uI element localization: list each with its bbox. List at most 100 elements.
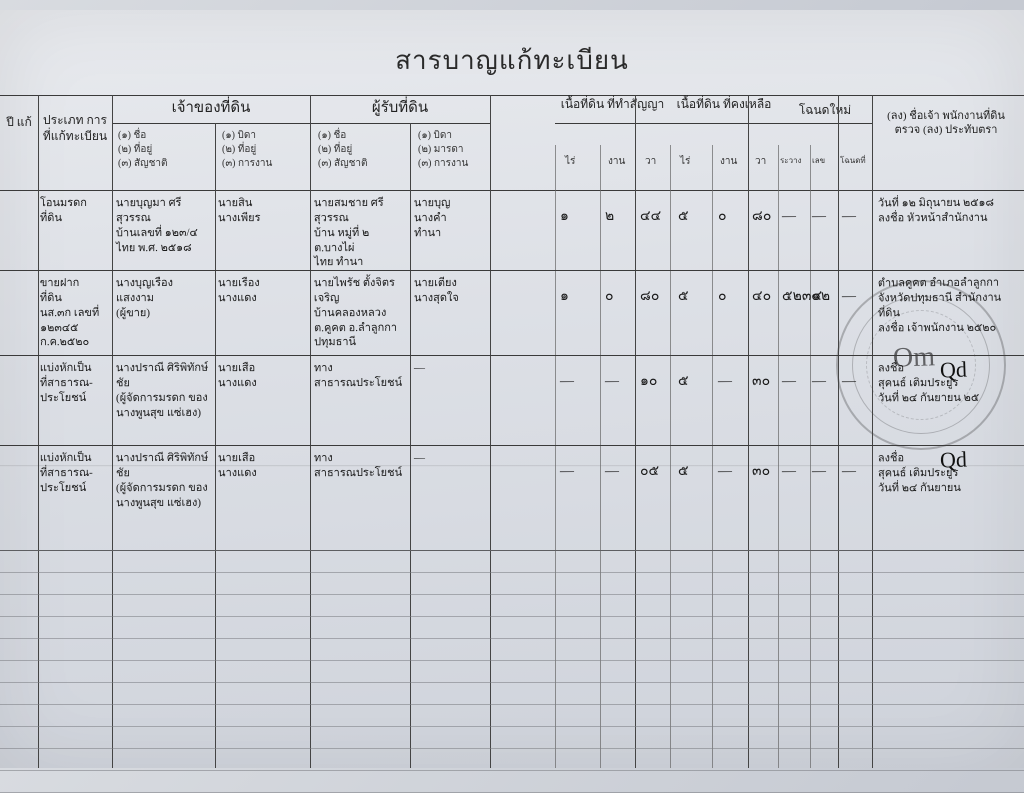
cell-owner-father: นายเรือง นางแดง: [218, 276, 304, 306]
cell-area2-2: ๓๐: [752, 373, 770, 392]
ruled-line: [0, 770, 1024, 771]
ruled-line: [0, 660, 1024, 661]
cell-recipient-name: ทางสาธารณประโยชน์: [314, 361, 408, 391]
cell-recipient-father: —: [414, 361, 486, 376]
cell-area1-2: ๐๕: [640, 463, 659, 482]
hdr-sig: (ลง) ชื่อเจ้า พนักงานที่ดิน ตรวจ (ลง) ปร…: [876, 109, 1016, 138]
cell-type: ขายฝาก ที่ดิน นส.๓ก เลขที่ ๑๒๓๔๕ ก.ค.๒๕๒…: [40, 276, 110, 351]
cell-owner-father: นายเสือ นางแดง: [218, 361, 304, 391]
cell-recipient-father: —: [414, 451, 486, 466]
column-divider: [112, 95, 113, 768]
cell-area2-0: ๕: [678, 373, 689, 392]
cell-recipient-name: ทางสาธารณประโยชน์: [314, 451, 408, 481]
column-divider: [810, 145, 811, 768]
cell-area2-0: ๕: [678, 288, 689, 307]
hdr-area2: เนื้อที่ดิน ที่คงเหลือ: [670, 97, 778, 113]
document-title: สารบาญแก้ทะเบียน: [0, 40, 1024, 81]
column-divider: [712, 145, 713, 768]
paper-sheet: สารบาญแก้ทะเบียน ปี แก้ ประเภท การ ที่แก…: [0, 10, 1024, 768]
column-divider: [778, 145, 779, 768]
column-divider: [310, 95, 311, 768]
signature-mark: Qd: [940, 357, 968, 384]
cell-deed-0: —: [782, 463, 796, 482]
cell-area1-1: ๒: [605, 208, 614, 227]
ruled-line: [0, 682, 1024, 683]
cell-deed-2: —: [842, 463, 856, 482]
cell-deed-0: —: [782, 208, 796, 227]
column-divider: [838, 95, 839, 768]
cell-recipient-name: นายสมชาย ศรีสุวรรณ บ้าน หมู่ที่ ๒ ต.บางไ…: [314, 196, 408, 271]
hdr-owner-sub1: (๑) ชื่อ(๒) ที่อยู่(๓) สัญชาติ: [118, 129, 168, 171]
hdr-recipient: ผู้รับที่ดิน: [310, 99, 490, 119]
cell-area1-1: —: [605, 463, 619, 482]
row-divider: [0, 445, 1024, 446]
cell-area1-1: —: [605, 373, 619, 392]
column-divider: [670, 145, 671, 768]
u-wa1: วา: [645, 155, 656, 169]
cell-area2-2: ๘๐: [752, 208, 771, 227]
u-d3: โฉนดที่: [840, 155, 866, 166]
hdr-owner: เจ้าของที่ดิน: [112, 99, 310, 119]
hdr-rec-sub2: (๑) บิดา(๒) มารดา(๓) การงาน: [418, 129, 468, 171]
row-divider: [0, 355, 1024, 356]
u-d1: ระวาง: [780, 155, 801, 166]
cell-recipient-name: นายไพรัช ตั้งจิตรเจริญ บ้านคลองหลวง ต.คู…: [314, 276, 408, 351]
hdr-newdeed: โฉนดใหม่: [778, 103, 872, 119]
hdr-year: ปี แก้: [0, 115, 38, 131]
ledger-grid: ปี แก้ ประเภท การ ที่แก้ทะเบียน เจ้าของท…: [0, 95, 1024, 768]
cell-area1-2: ๘๐: [640, 288, 659, 307]
cell-area1-2: ๔๔: [640, 208, 661, 227]
cell-deed-2: —: [842, 373, 856, 392]
cell-area2-0: ๕: [678, 463, 689, 482]
cell-owner-name: นางปราณี ศิริพิทักษ์ชัย (ผู้จัดการมรดก ข…: [116, 361, 212, 421]
u-rai1: ไร่: [565, 155, 575, 169]
cell-area1-0: —: [560, 373, 574, 392]
column-divider: [600, 145, 601, 768]
u-d2: เลข: [812, 155, 825, 166]
cell-area1-0: —: [560, 463, 574, 482]
row-divider: [0, 270, 1024, 271]
cell-area1-1: ๐: [605, 288, 614, 307]
cell-deed-1: ๑๒: [812, 288, 830, 307]
cell-area2-0: ๕: [678, 208, 689, 227]
u-ngan1: งาน: [608, 155, 625, 169]
ruled-line: [0, 748, 1024, 749]
u-wa2: วา: [755, 155, 766, 169]
cell-area2-1: —: [718, 463, 732, 482]
column-divider: [555, 145, 556, 768]
ruled-line: [0, 572, 1024, 573]
hdr-type: ประเภท การ ที่แก้ทะเบียน: [38, 113, 112, 144]
cell-area1-0: ๑: [560, 288, 569, 307]
signature-mark: Qd: [940, 447, 968, 474]
ruled-line: [0, 638, 1024, 639]
cell-area2-2: ๓๐: [752, 463, 770, 482]
column-divider: [635, 95, 636, 768]
column-divider: [490, 95, 491, 768]
cell-type: โอนมรดก ที่ดิน: [40, 196, 110, 226]
cell-area1-0: ๑: [560, 208, 569, 227]
cell-owner-father: นายเสือ นางแดง: [218, 451, 304, 481]
cell-owner-name: นางบุญเรือง แสงงาม (ผู้ขาย): [116, 276, 212, 321]
hdr-rec-sub1: (๑) ชื่อ(๒) ที่อยู่(๓) สัญชาติ: [318, 129, 368, 171]
cell-owner-name: นางปราณี ศิริพิทักษ์ชัย (ผู้จัดการมรดก ข…: [116, 451, 212, 511]
cell-deed-0: —: [782, 373, 796, 392]
cell-deed-1: —: [812, 208, 826, 227]
column-divider: [748, 95, 749, 768]
u-rai2: ไร่: [680, 155, 690, 169]
column-divider: [38, 95, 39, 768]
ruled-line: [0, 550, 1024, 551]
cell-signature-note: วันที่ ๑๒ มิถุนายน ๒๕๑๘ ลงชื่อ หัวหน้าสำ…: [878, 196, 1018, 226]
cell-owner-name: นายบุญมา ศรีสุวรรณ บ้านเลขที่ ๑๒๓/๔ ไทย …: [116, 196, 212, 256]
cell-type: แบ่งหักเป็น ที่สาธารณ- ประโยชน์: [40, 451, 110, 496]
cell-owner-father: นายสิน นางเพียร: [218, 196, 304, 226]
cell-deed-1: —: [812, 373, 826, 392]
cell-area2-1: ๐: [718, 288, 727, 307]
cell-signature-note: ตำบลคูคต อำเภอลำลูกกา จังหวัดปทุมธานี สำ…: [878, 276, 1018, 336]
cell-area1-2: ๑๐: [640, 373, 658, 392]
ruled-line: [0, 704, 1024, 705]
cell-recipient-father: นายบุญ นางคำ ทำนา: [414, 196, 486, 241]
cell-deed-2: —: [842, 288, 856, 307]
cell-deed-1: —: [812, 463, 826, 482]
cell-area2-1: —: [718, 373, 732, 392]
hdr-owner-sub2: (๑) บิดา(๒) ที่อยู่(๓) การงาน: [222, 129, 272, 171]
